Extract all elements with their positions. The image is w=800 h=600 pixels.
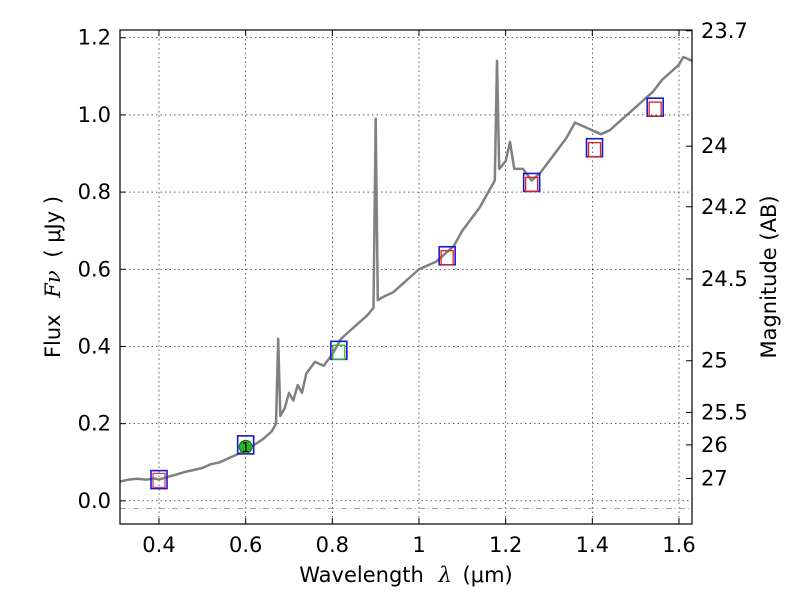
right-tick-label-5: 25.5 (701, 400, 748, 424)
x-tick-label-2: 0.8 (316, 533, 349, 557)
observed-photometry-marker-1 (238, 439, 253, 454)
y-tick-label-6: 1.2 (78, 26, 111, 50)
photometry-markers: 1 (150, 97, 664, 490)
observed-photometry-marker-4 (525, 176, 539, 193)
x-tick-label-6: 1.6 (662, 533, 695, 557)
model-photometry-square-1 (236, 435, 255, 455)
x-tick-label-3: 1 (412, 533, 425, 557)
y-tick-label-2: 0.4 (78, 334, 111, 358)
y-axis-right-label: Magnitude (AB) (757, 195, 781, 358)
x-axis-label-prefix: Wavelength (299, 563, 424, 587)
spectrum-line-0 (119, 55, 693, 483)
right-tick-label-7: 27 (701, 466, 728, 490)
observed-photometry-marker-3 (440, 250, 454, 266)
tick-labels: 0.4 0.6 0.8 1 1.2 1.4 1.6 0.0 0.2 0.4 0.6 0.8 1.0 1.2… (78, 19, 748, 557)
y-tick-label-5: 1.0 (78, 103, 111, 127)
right-tick-label-3: 24.5 (701, 267, 748, 291)
right-tick-label-2: 24.2 (701, 195, 748, 219)
grid-lines (120, 30, 692, 524)
x-tick-label-1: 0.6 (229, 533, 262, 557)
x-axis-label-symbol: λ (438, 563, 452, 587)
y-axis-left-label: Flux Fν ( μJy ) (41, 196, 65, 358)
series-layer (119, 55, 693, 483)
model-photometry-square-0 (150, 469, 168, 490)
observed-photometry-marker-0 (152, 472, 166, 489)
y-tick-label-4: 0.8 (78, 180, 111, 204)
y-axis-left-label-symbol: Fν (41, 270, 65, 299)
x-axis-label: Wavelength λ (μm) (299, 563, 512, 587)
right-tick-label-6: 26 (701, 433, 728, 457)
observed-photometry-label-1: 1 (242, 441, 250, 456)
observed-photometry-marker-5 (587, 141, 602, 158)
x-tick-label-0: 0.4 (142, 533, 175, 557)
tick-marks (120, 30, 692, 524)
right-tick-label-0: 23.7 (701, 19, 748, 43)
x-tick-label-4: 1.2 (489, 533, 522, 557)
y-tick-label-1: 0.2 (78, 412, 111, 436)
y-tick-label-0: 0.0 (78, 489, 111, 513)
y-axis-left-label-unit: ( μJy ) (41, 196, 65, 258)
plot-frame (119, 29, 693, 525)
x-axis-label-unit: (μm) (463, 563, 513, 587)
y-tick-label-3: 0.6 (78, 257, 111, 281)
right-tick-label-1: 24 (701, 134, 728, 158)
x-tick-label-5: 1.4 (576, 533, 609, 557)
y-axis-left-label-prefix: Flux (41, 314, 65, 358)
right-tick-label-4: 25 (701, 349, 728, 373)
observed-photometry-marker-2 (332, 344, 346, 360)
observed-photometry-marker-6 (648, 101, 662, 117)
